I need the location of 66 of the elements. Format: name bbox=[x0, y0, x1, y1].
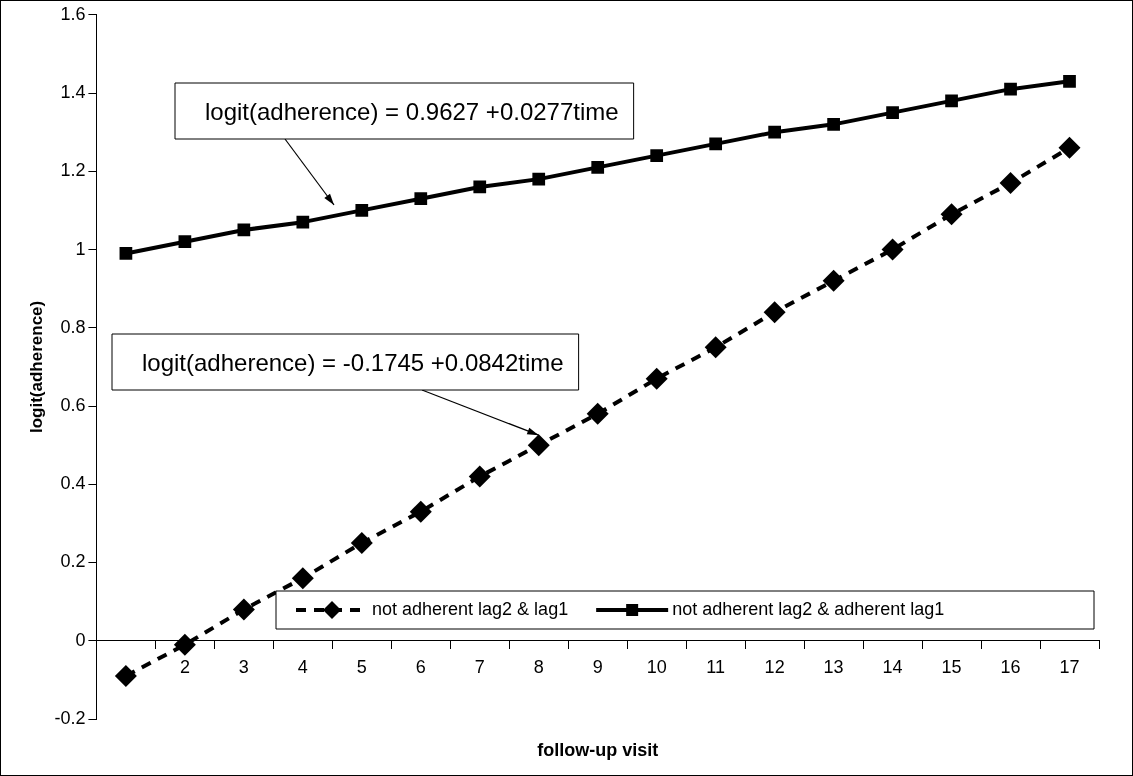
y-tick-label: 0.2 bbox=[60, 551, 86, 572]
point bbox=[645, 367, 668, 390]
point bbox=[173, 633, 196, 656]
point bbox=[409, 500, 432, 523]
x-tick-label: 7 bbox=[474, 656, 485, 677]
x-tick-label: 8 bbox=[533, 656, 544, 677]
annotation: logit(adherence) = -0.1745 +0.0842time bbox=[142, 348, 564, 376]
y-tick-label: 1.2 bbox=[60, 160, 86, 181]
y-tick-label: 1.4 bbox=[60, 82, 86, 103]
point bbox=[591, 161, 605, 174]
point bbox=[414, 192, 428, 206]
point bbox=[827, 117, 840, 131]
x-tick-label: 2 bbox=[179, 656, 190, 677]
legend-label: not adherent lag2 & lag1 bbox=[372, 598, 569, 619]
y-tick-label: 1.6 bbox=[60, 3, 86, 24]
point bbox=[945, 94, 958, 108]
x-tick-label: 17 bbox=[1059, 656, 1080, 677]
point bbox=[119, 247, 133, 260]
point bbox=[886, 106, 899, 119]
x-tick-label: 10 bbox=[646, 656, 667, 677]
y-tick-label: 0.6 bbox=[60, 394, 86, 415]
y-tick-label: 0.4 bbox=[60, 473, 86, 494]
point bbox=[178, 235, 192, 249]
x-tick-label: 15 bbox=[941, 656, 962, 677]
x-tick-label: 6 bbox=[415, 656, 426, 677]
point bbox=[768, 125, 781, 139]
x-tick-label: 9 bbox=[592, 656, 603, 677]
point bbox=[881, 238, 904, 261]
point bbox=[296, 215, 310, 229]
y-tick-label: -0.2 bbox=[54, 707, 86, 728]
point bbox=[237, 223, 251, 237]
y-tick-label: 1 bbox=[75, 238, 86, 259]
point bbox=[114, 664, 137, 687]
x-tick-label: 5 bbox=[356, 656, 367, 677]
x-axis-title: follow-up visit bbox=[537, 739, 659, 760]
y-tick-label: 0.8 bbox=[60, 316, 86, 337]
annotation: logit(adherence) = 0.9627 +0.0277time bbox=[205, 97, 619, 125]
point bbox=[291, 567, 314, 590]
x-tick-label: 12 bbox=[764, 656, 785, 677]
point bbox=[763, 301, 786, 324]
point bbox=[940, 203, 963, 226]
point bbox=[527, 434, 550, 457]
point bbox=[468, 465, 491, 488]
point bbox=[1004, 82, 1017, 96]
point bbox=[822, 269, 845, 292]
x-tick-label: 4 bbox=[297, 656, 308, 677]
point bbox=[1063, 74, 1076, 88]
point bbox=[709, 137, 723, 151]
x-tick-label: 3 bbox=[238, 656, 249, 677]
x-tick-label: 16 bbox=[1000, 656, 1021, 677]
point bbox=[532, 172, 546, 186]
x-tick-label: 11 bbox=[706, 656, 725, 677]
point bbox=[586, 402, 609, 425]
x-tick-label: 14 bbox=[882, 656, 903, 677]
point bbox=[704, 336, 727, 359]
point bbox=[350, 531, 373, 554]
point bbox=[1058, 136, 1081, 159]
point bbox=[232, 598, 255, 621]
point bbox=[999, 172, 1022, 195]
point bbox=[650, 149, 664, 162]
y-tick-label: 0 bbox=[75, 629, 86, 650]
legend-label: not adherent lag2 & adherent lag1 bbox=[672, 598, 945, 619]
x-tick-label: 13 bbox=[823, 656, 844, 677]
y-axis-title: logit(adherence) bbox=[26, 300, 46, 434]
point bbox=[355, 204, 369, 217]
point bbox=[473, 180, 487, 194]
